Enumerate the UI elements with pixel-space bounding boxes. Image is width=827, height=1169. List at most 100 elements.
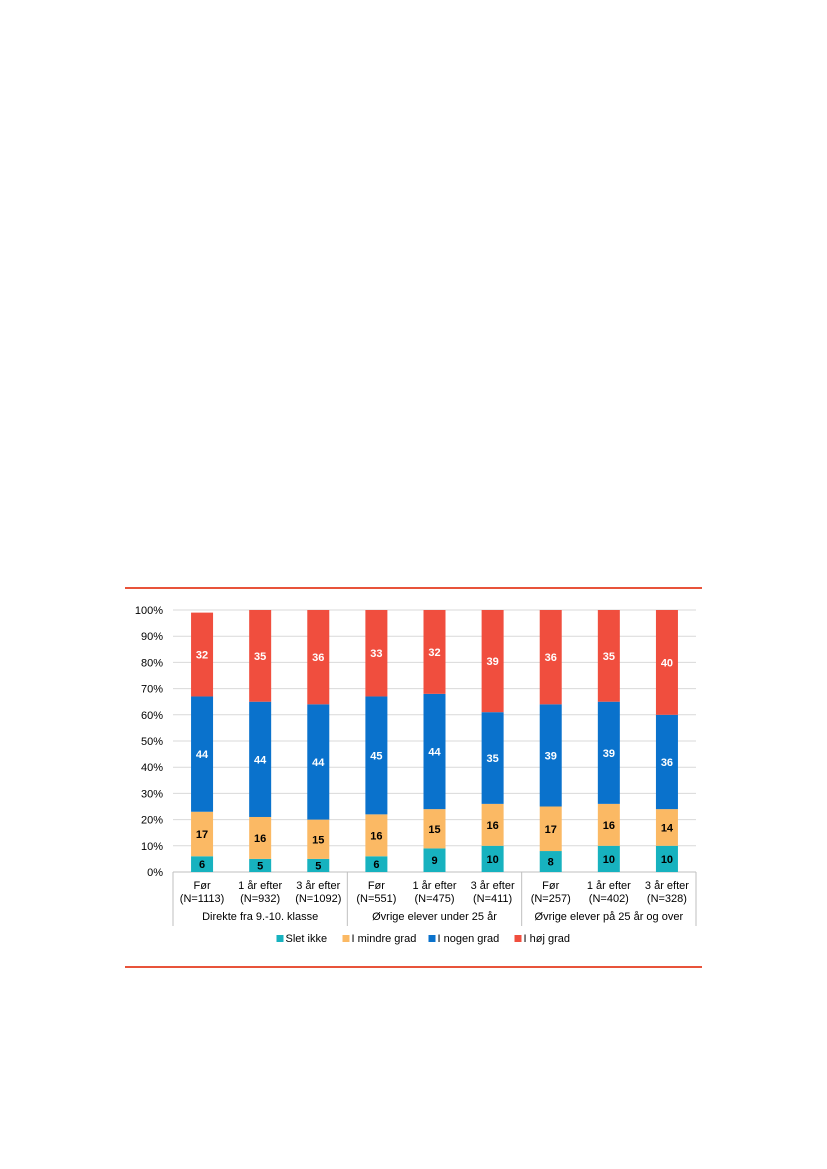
bar-segment [365, 696, 388, 815]
data-label: 10 [603, 854, 615, 866]
group-label: Øvrige elever på 25 år og over [535, 911, 684, 923]
data-label: 16 [254, 833, 266, 845]
x-tick-label: (N=411) [473, 893, 512, 905]
legend-label: I mindre grad [352, 933, 417, 945]
x-tick-label: (N=1092) [295, 893, 341, 905]
bar-segment [655, 714, 678, 810]
x-tick-label: 1 år efter [238, 880, 282, 892]
x-tick-label: 3 år efter [645, 880, 689, 892]
group-label: Direkte fra 9.-10. klasse [202, 911, 318, 923]
bar-segment [539, 851, 562, 872]
data-label: 35 [603, 651, 615, 663]
x-tick-label: Før [368, 880, 385, 892]
data-label: 39 [545, 750, 557, 762]
bar-segment [597, 701, 620, 804]
data-label: 6 [373, 859, 379, 871]
y-tick-label: 0% [147, 867, 163, 879]
bar-segment [191, 811, 214, 857]
bottom-divider [125, 966, 702, 968]
data-label: 33 [370, 648, 382, 660]
y-tick-label: 60% [141, 710, 163, 722]
bar-segment [365, 814, 388, 857]
legend-swatch [276, 935, 284, 942]
data-label: 6 [199, 859, 205, 871]
y-tick-label: 50% [141, 736, 163, 748]
bar-segment [249, 701, 272, 817]
bar-segment [249, 610, 272, 702]
bar-segment [365, 610, 388, 697]
data-label: 40 [661, 657, 673, 669]
bar-segment [481, 712, 504, 804]
bar-segment [191, 856, 214, 872]
data-label: 17 [545, 824, 557, 836]
data-label: 16 [370, 830, 382, 842]
bar-segment [597, 845, 620, 872]
data-label: 15 [312, 834, 324, 846]
x-tick-label: Før [542, 880, 559, 892]
x-tick-label: (N=475) [414, 893, 454, 905]
legend-swatch [342, 935, 350, 942]
bar-segment [423, 610, 446, 694]
bar-segment [655, 809, 678, 846]
data-label: 39 [603, 748, 615, 760]
legend-swatch [428, 935, 436, 942]
y-tick-label: 40% [141, 762, 163, 774]
data-label: 39 [486, 656, 498, 668]
bar-segment [191, 696, 214, 812]
bar-segment [423, 693, 446, 810]
y-tick-label: 70% [141, 684, 163, 696]
bar-segment [191, 612, 214, 697]
bar-segment [365, 856, 388, 872]
data-label: 32 [196, 650, 208, 662]
data-label: 36 [661, 757, 673, 769]
data-label: 17 [196, 829, 208, 841]
x-tick-label: (N=1113) [180, 893, 225, 905]
bar-segment [481, 845, 504, 872]
data-label: 10 [486, 854, 498, 866]
bar-segment [481, 803, 504, 846]
data-label: 5 [315, 860, 321, 872]
bar-segment [539, 806, 562, 852]
data-label: 15 [428, 824, 440, 836]
x-tick-label: 3 år efter [471, 880, 515, 892]
x-tick-label: (N=551) [356, 893, 396, 905]
data-label: 16 [603, 820, 615, 832]
data-label: 35 [254, 651, 266, 663]
y-tick-label: 30% [141, 788, 163, 800]
bar-segment [481, 610, 504, 713]
bar-segment [307, 704, 330, 820]
data-label: 44 [312, 757, 325, 769]
y-tick-label: 10% [141, 841, 163, 853]
x-tick-label: Før [194, 880, 211, 892]
top-divider [125, 587, 702, 589]
x-tick-label: 1 år efter [587, 880, 631, 892]
legend-swatch [514, 935, 522, 942]
bar-segment [539, 704, 562, 807]
data-label: 10 [661, 854, 673, 866]
data-label: 44 [428, 746, 441, 758]
bar-segment [249, 858, 272, 872]
bar-segment [597, 803, 620, 846]
data-label: 32 [428, 647, 440, 659]
bar-segment [539, 610, 562, 705]
x-tick-label: 3 år efter [296, 880, 340, 892]
bar-segment [307, 819, 330, 859]
x-tick-label: 1 år efter [412, 880, 456, 892]
y-tick-label: 20% [141, 815, 163, 827]
data-label: 9 [431, 855, 437, 867]
data-label: 44 [196, 749, 209, 761]
bar-segment [597, 610, 620, 702]
legend-label: I høj grad [524, 933, 570, 945]
data-label: 5 [257, 860, 263, 872]
data-label: 16 [486, 820, 498, 832]
group-label: Øvrige elever under 25 år [372, 911, 497, 923]
x-tick-label: (N=402) [589, 893, 629, 905]
data-label: 44 [254, 754, 267, 766]
bar-segment [249, 816, 272, 859]
bar-segment [423, 809, 446, 849]
x-tick-label: (N=932) [240, 893, 280, 905]
legend-label: Slet ikke [286, 933, 328, 945]
stacked-bar-chart: 0% 10% 20% 30% 40% 50% 60% 70% 80% 90% 100% 6 17 44 32… [135, 605, 697, 945]
y-tick-label: 90% [141, 631, 163, 643]
x-tick-label: (N=257) [531, 893, 571, 905]
